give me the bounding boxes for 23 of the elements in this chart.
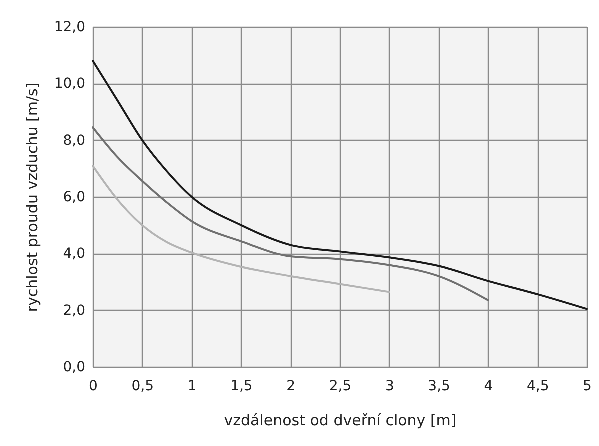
y-tick-label: 8,0	[63, 132, 86, 149]
x-tick-label: 3,5	[428, 378, 450, 394]
x-tick-label: 5	[583, 378, 592, 394]
x-tick-label: 4,5	[526, 378, 550, 394]
x-tick-label: 2,5	[329, 378, 352, 394]
x-tick-label: 4	[484, 378, 494, 394]
line-series	[92, 60, 588, 310]
x-tick-label: 3	[385, 378, 394, 394]
x-axis-title: vzdálenost od dveřní clony [m]	[224, 412, 457, 430]
x-tick-label: 1	[188, 378, 197, 394]
y-tick-label: 4,0	[63, 246, 86, 262]
y-axis-title: rychlost proudu vzduchu [m/s]	[23, 82, 42, 312]
y-tick-label: 12,0	[54, 20, 86, 36]
y-tick-label: 2,0	[63, 302, 86, 319]
x-tick-label: 2	[286, 378, 296, 394]
x-tick-label: 0	[89, 378, 98, 394]
y-tick-label: 6,0	[63, 190, 86, 206]
y-tick-label: 10,0	[54, 76, 86, 92]
line-series	[92, 126, 490, 302]
y-tick-label: 0,0	[63, 360, 86, 376]
line-series	[92, 165, 390, 294]
x-tick-label: 1,5	[230, 378, 253, 394]
x-tick-label: 0,5	[132, 378, 154, 394]
